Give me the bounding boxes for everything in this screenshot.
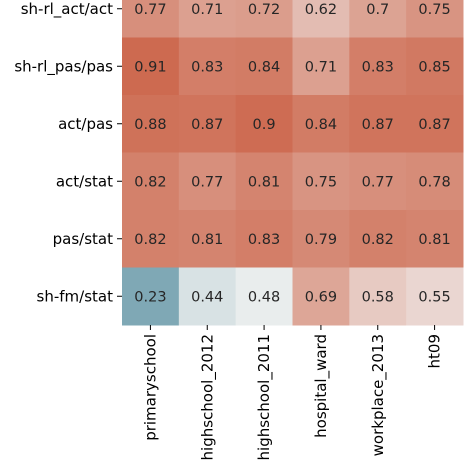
cell-value-label: 0.77 bbox=[362, 174, 394, 190]
row-label: act/pas bbox=[58, 115, 113, 133]
cell-value-label: 0.69 bbox=[305, 289, 337, 305]
cell-value-label: 0.91 bbox=[134, 59, 166, 75]
heatmap-cell bbox=[292, 95, 350, 153]
column-label: primaryschool bbox=[141, 334, 159, 441]
cell-value-label: 0.85 bbox=[418, 59, 450, 75]
cell-value-label: 0.79 bbox=[305, 232, 337, 248]
heatmap-cell bbox=[178, 95, 237, 153]
cell-value-label: 0.87 bbox=[418, 117, 450, 133]
cell-value-label: 0.55 bbox=[418, 289, 450, 305]
heatmap-cell bbox=[292, 37, 350, 96]
heatmap-cell bbox=[406, 152, 464, 211]
column-label: hospital_ward bbox=[312, 334, 331, 438]
heatmap-cell bbox=[178, 0, 237, 38]
heatmap-cell bbox=[235, 95, 293, 153]
cell-value-label: 0.72 bbox=[248, 2, 280, 18]
cell-value-label: 0.84 bbox=[248, 59, 280, 75]
column-label: workplace_2013 bbox=[369, 334, 388, 456]
heatmap-cell bbox=[122, 267, 180, 326]
cell-value-label: 0.23 bbox=[134, 289, 166, 305]
heatmap-cells: 0.77 0.71 0.72 0.62 0.7 0.75 0.91 0.83 0.84 0.71 0… bbox=[122, 0, 464, 326]
cell-value-label: 0.44 bbox=[191, 289, 223, 305]
row-label: pas/stat bbox=[53, 230, 113, 248]
cell-value-label: 0.7 bbox=[366, 2, 389, 18]
cell-value-label: 0.9 bbox=[253, 117, 276, 133]
heatmap-cell bbox=[349, 267, 407, 326]
cell-value-label: 0.75 bbox=[305, 174, 337, 190]
heatmap-cell bbox=[406, 210, 464, 268]
heatmap-cell bbox=[292, 152, 350, 211]
heatmap-cell bbox=[349, 152, 407, 211]
cell-value-label: 0.48 bbox=[248, 289, 280, 305]
cell-value-label: 0.81 bbox=[418, 232, 450, 248]
cell-value-label: 0.58 bbox=[362, 289, 394, 305]
heatmap-cell bbox=[122, 152, 180, 211]
heatmap-cell bbox=[349, 37, 407, 96]
cell-value-label: 0.71 bbox=[305, 59, 337, 75]
cell-value-label: 0.87 bbox=[362, 117, 394, 133]
cell-value-label: 0.83 bbox=[191, 59, 223, 75]
cell-value-label: 0.78 bbox=[418, 174, 450, 190]
cell-value-label: 0.75 bbox=[418, 2, 450, 18]
heatmap-cell bbox=[292, 210, 350, 268]
heatmap-cell bbox=[235, 210, 293, 268]
cell-value-label: 0.77 bbox=[134, 2, 166, 18]
cell-value-label: 0.84 bbox=[305, 117, 337, 133]
heatmap-cell bbox=[235, 152, 293, 211]
cell-value-label: 0.83 bbox=[248, 232, 280, 248]
row-label: act/stat bbox=[56, 172, 113, 190]
cell-value-label: 0.87 bbox=[191, 117, 223, 133]
heatmap-cell bbox=[235, 37, 293, 96]
heatmap-cell bbox=[349, 210, 407, 268]
heatmap-cell bbox=[122, 0, 180, 38]
column-axis: primaryschool highschool_2012 highschool_2… bbox=[141, 325, 444, 460]
heatmap-cell bbox=[122, 37, 180, 96]
heatmap-cell bbox=[406, 37, 464, 96]
cell-value-label: 0.62 bbox=[305, 2, 337, 18]
heatmap-cell bbox=[292, 267, 350, 326]
cell-value-label: 0.71 bbox=[191, 2, 223, 18]
heatmap-cell bbox=[178, 267, 237, 326]
row-axis: sh-rl_act/act sh-rl_pas/pas act/pas act/sta… bbox=[14, 0, 122, 305]
heatmap-cell bbox=[122, 210, 180, 268]
row-label: sh-fm/stat bbox=[37, 287, 114, 305]
cell-value-label: 0.81 bbox=[191, 232, 223, 248]
cell-value-label: 0.83 bbox=[362, 59, 394, 75]
heatmap-cell bbox=[349, 95, 407, 153]
row-label: sh-rl_pas/pas bbox=[14, 57, 113, 76]
heatmap-cell bbox=[235, 267, 293, 326]
heatmap-cell bbox=[178, 37, 237, 96]
heatmap-cell bbox=[406, 95, 464, 153]
cell-value-label: 0.88 bbox=[134, 117, 166, 133]
cell-value-label: 0.82 bbox=[362, 232, 394, 248]
cell-value-label: 0.82 bbox=[134, 232, 166, 248]
heatmap-cell bbox=[178, 152, 237, 211]
cell-value-label: 0.81 bbox=[248, 174, 280, 190]
heatmap-cell bbox=[349, 0, 407, 38]
cell-value-label: 0.77 bbox=[191, 174, 223, 190]
heatmap-cell bbox=[292, 0, 350, 38]
column-label: highschool_2012 bbox=[198, 334, 217, 460]
heatmap-cell bbox=[235, 0, 293, 38]
cell-value-label: 0.82 bbox=[134, 174, 166, 190]
heatmap-cell bbox=[178, 210, 237, 268]
column-label: ht09 bbox=[426, 334, 444, 368]
heatmap-cell bbox=[122, 95, 180, 153]
heatmap-cell bbox=[406, 0, 464, 38]
column-label: highschool_2011 bbox=[255, 334, 274, 460]
row-label: sh-rl_act/act bbox=[21, 0, 113, 19]
heatmap-cell bbox=[406, 267, 464, 326]
